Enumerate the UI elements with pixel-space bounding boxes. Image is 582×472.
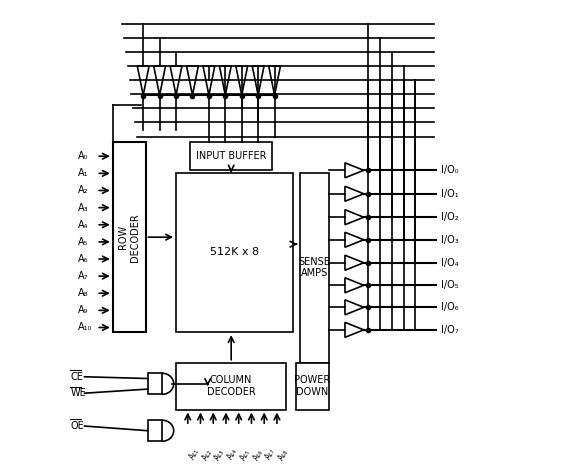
Polygon shape (345, 186, 364, 201)
FancyBboxPatch shape (300, 173, 328, 362)
Polygon shape (187, 66, 198, 95)
Polygon shape (269, 66, 281, 95)
Polygon shape (203, 66, 215, 95)
Polygon shape (345, 322, 364, 337)
Polygon shape (345, 278, 364, 293)
Text: A₁₃: A₁₃ (213, 447, 227, 462)
PathPatch shape (148, 420, 162, 441)
Text: I/O₁: I/O₁ (441, 189, 459, 199)
PathPatch shape (148, 373, 162, 395)
Text: A₁: A₁ (77, 169, 88, 178)
Polygon shape (170, 66, 182, 95)
Text: A₃: A₃ (77, 202, 88, 212)
Text: A₁₄: A₁₄ (226, 447, 239, 462)
Text: A₉: A₉ (77, 305, 88, 315)
Polygon shape (236, 66, 247, 95)
Text: I/O₃: I/O₃ (441, 235, 459, 245)
Text: I/O₂: I/O₂ (441, 212, 459, 222)
Text: A₇: A₇ (77, 271, 88, 281)
Text: A₈: A₈ (77, 288, 88, 298)
Text: I/O₆: I/O₆ (441, 303, 459, 312)
Polygon shape (345, 163, 364, 178)
Text: I/O₄: I/O₄ (441, 258, 459, 268)
Text: A₁₂: A₁₂ (201, 447, 214, 462)
Polygon shape (345, 300, 364, 315)
Text: INPUT BUFFER: INPUT BUFFER (196, 151, 267, 161)
Text: COLUMN
DECODER: COLUMN DECODER (207, 375, 255, 397)
Text: A₄: A₄ (77, 220, 88, 230)
Polygon shape (345, 255, 364, 270)
Text: 512K x 8: 512K x 8 (210, 247, 259, 257)
Text: A₁₀: A₁₀ (77, 322, 92, 332)
Text: A₁₆: A₁₆ (251, 447, 265, 462)
Polygon shape (252, 66, 264, 95)
Text: ROW
DECODER: ROW DECODER (118, 213, 140, 261)
Text: I/O₅: I/O₅ (441, 280, 459, 290)
Polygon shape (154, 66, 165, 95)
Text: A₀: A₀ (77, 151, 88, 161)
Text: A₂: A₂ (77, 185, 88, 195)
Polygon shape (345, 232, 364, 247)
Polygon shape (345, 210, 364, 225)
Text: I/O₇: I/O₇ (441, 325, 459, 335)
Text: A₁₁: A₁₁ (188, 447, 201, 462)
Polygon shape (137, 66, 149, 95)
Text: POWER
DOWN: POWER DOWN (294, 375, 330, 397)
Polygon shape (219, 66, 231, 95)
Text: A₆: A₆ (77, 254, 88, 264)
FancyBboxPatch shape (190, 142, 272, 170)
Text: A₁₈: A₁₈ (277, 447, 290, 462)
Text: I/O₀: I/O₀ (441, 165, 459, 175)
Text: OE: OE (70, 421, 84, 431)
Text: A₅: A₅ (77, 237, 88, 247)
Text: SENSE
AMPS: SENSE AMPS (299, 257, 331, 278)
FancyBboxPatch shape (113, 142, 146, 332)
Text: A₁₇: A₁₇ (264, 447, 278, 462)
FancyBboxPatch shape (176, 173, 293, 332)
Text: CE: CE (70, 372, 83, 382)
FancyBboxPatch shape (176, 362, 286, 410)
Text: WE: WE (70, 388, 86, 398)
FancyBboxPatch shape (296, 362, 328, 410)
Text: A₁₅: A₁₅ (239, 447, 252, 462)
